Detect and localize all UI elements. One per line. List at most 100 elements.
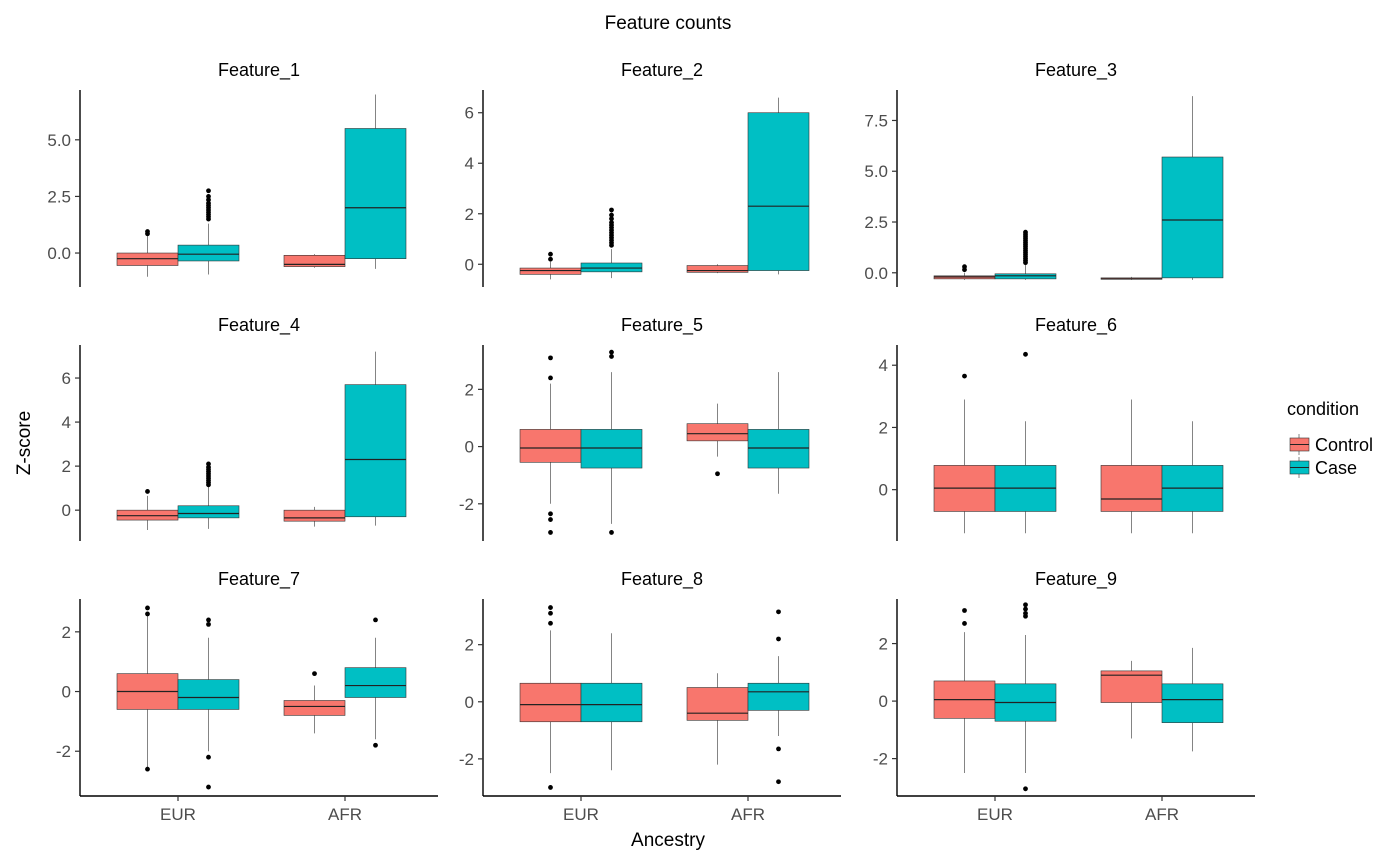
- box-afr-control: [686, 403, 749, 477]
- outlier-point: [206, 784, 211, 790]
- y-axis-title: Z-score: [14, 411, 35, 475]
- panel-feature-2: Feature_2 0 2 4 6: [465, 60, 810, 287]
- box-eur-control: [933, 264, 996, 280]
- outlier-point: [145, 605, 150, 611]
- outlier-point: [206, 197, 211, 203]
- x-tick-label: EUR: [563, 805, 599, 824]
- outlier-point: [548, 785, 553, 790]
- outlier-point: [1023, 786, 1028, 792]
- outlier-point: [145, 489, 150, 494]
- panel-feature-1: Feature_1 0.0 2.5 5.0: [47, 60, 407, 287]
- box-body: [344, 128, 407, 259]
- outlier-point: [609, 220, 614, 225]
- y-tick-label: 5.0: [864, 162, 888, 181]
- y-tick-label: 2: [465, 636, 474, 655]
- y-tick-label: 4: [62, 413, 71, 432]
- legend: condition Control Case: [1287, 399, 1373, 478]
- box-afr-case: [747, 372, 810, 494]
- box-body: [283, 700, 346, 716]
- box-body: [177, 244, 240, 262]
- outlier-point: [373, 617, 378, 623]
- outlier-point: [548, 610, 553, 616]
- outlier-point: [206, 200, 211, 206]
- box-body: [686, 423, 749, 442]
- box-eur-control: [933, 373, 996, 534]
- box-body: [177, 505, 240, 519]
- y-tick-label: 0: [465, 255, 474, 274]
- y-tick-label: -2: [56, 742, 71, 761]
- outlier-point: [776, 636, 781, 642]
- outlier-point: [145, 229, 150, 234]
- outlier-point: [312, 671, 317, 677]
- box-body: [747, 682, 810, 711]
- panel-feature-4: Feature_4 0 2 4 6: [62, 315, 407, 541]
- box-body: [580, 682, 643, 723]
- x-tick-label: AFR: [328, 805, 362, 824]
- panel-feature-3: Feature_3 0.0 2.5 5.0 7.5: [864, 60, 1224, 287]
- panels-group: Feature_1 0.0 2.5 5.0 Feature_2 0 2 4 6 Feature_3…: [47, 60, 1255, 824]
- y-tick-label: 4: [465, 154, 474, 173]
- box-body: [177, 679, 240, 710]
- box-body: [580, 262, 643, 273]
- box-body: [519, 429, 582, 463]
- outlier-point: [609, 207, 614, 213]
- panel-title: Feature_3: [1035, 60, 1117, 81]
- y-tick-label: 0: [465, 693, 474, 712]
- x-tick-label: EUR: [977, 805, 1013, 824]
- box-body: [1161, 156, 1224, 279]
- outlier-point: [548, 517, 553, 522]
- y-tick-label: 6: [465, 104, 474, 123]
- box-eur-case: [177, 461, 240, 529]
- outlier-point: [206, 464, 211, 470]
- outlier-point: [609, 216, 614, 222]
- box-afr-case: [344, 94, 407, 269]
- y-tick-label: 7.5: [864, 111, 888, 130]
- box-body: [1100, 670, 1163, 703]
- outlier-point: [206, 621, 211, 627]
- outlier-point: [776, 746, 781, 752]
- x-tick-label: EUR: [160, 805, 196, 824]
- y-tick-label: 2.5: [864, 213, 888, 232]
- box-body: [1161, 683, 1224, 723]
- outlier-point: [609, 354, 614, 359]
- y-tick-label: 6: [62, 369, 71, 388]
- panel-feature-8: Feature_8 EUR AFR -2 0 2: [459, 569, 841, 824]
- panel-feature-5: Feature_5 -2 0 2: [459, 315, 810, 541]
- outlier-point: [145, 766, 150, 772]
- outlier-point: [776, 779, 781, 785]
- legend-label: Case: [1315, 458, 1357, 478]
- outlier-point: [548, 355, 553, 361]
- outlier-point: [548, 620, 553, 626]
- outlier-point: [206, 617, 211, 623]
- y-tick-label: 2: [879, 635, 888, 654]
- y-tick-label: 2: [879, 418, 888, 437]
- outlier-point: [548, 605, 553, 610]
- box-body: [344, 667, 407, 698]
- box-afr-case: [747, 609, 810, 785]
- outlier-point: [548, 256, 553, 262]
- box-body: [283, 254, 346, 267]
- legend-entry-case: Case: [1289, 457, 1357, 478]
- x-tick-label: AFR: [1145, 805, 1179, 824]
- outlier-point: [206, 188, 211, 194]
- box-afr-case: [1161, 96, 1224, 280]
- box-eur-control: [519, 355, 582, 535]
- y-tick-label: 0: [62, 501, 71, 520]
- outlier-point: [776, 609, 781, 615]
- box-afr-control: [1100, 276, 1163, 280]
- box-eur-control: [116, 489, 179, 530]
- x-axis-title: Ancestry: [631, 830, 705, 851]
- panel-title: Feature_8: [621, 569, 703, 590]
- box-eur-control: [116, 229, 179, 277]
- box-afr-control: [1100, 399, 1163, 534]
- panel-title: Feature_1: [218, 60, 300, 81]
- box-eur-control: [519, 605, 582, 790]
- outlier-point: [206, 194, 211, 199]
- y-tick-label: 2: [62, 623, 71, 642]
- outlier-point: [145, 611, 150, 617]
- outlier-point: [1023, 610, 1028, 616]
- panel-feature-7: Feature_7 EUR AFR -2 0 2: [56, 569, 438, 824]
- box-body: [747, 429, 810, 469]
- box-afr-case: [344, 351, 407, 526]
- y-tick-label: 0: [465, 438, 474, 457]
